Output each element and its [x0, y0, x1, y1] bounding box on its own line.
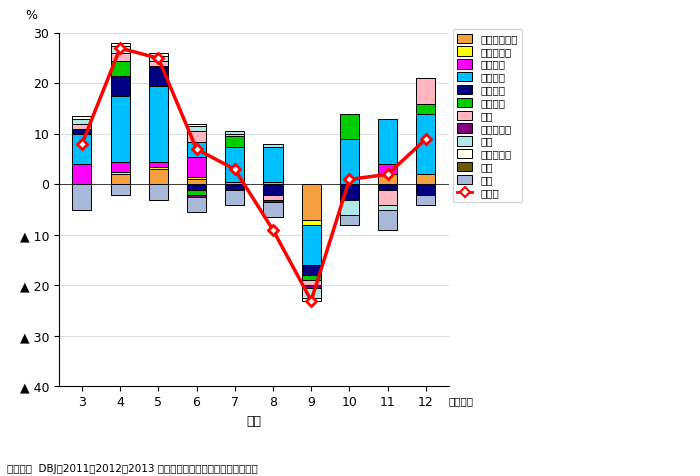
X-axis label: 年度: 年度: [246, 415, 261, 427]
Bar: [340, 185, 359, 199]
Bar: [416, 79, 435, 104]
Bar: [378, 174, 397, 185]
Bar: [187, 131, 206, 141]
Bar: [187, 124, 206, 127]
Bar: [111, 96, 130, 162]
Bar: [263, 195, 283, 199]
Bar: [111, 43, 130, 46]
Legend: その他製造業, 輸送用機械, 電気機械, 一般機械, 金属製品, 非鉄金属, 鉄鋼, 窯業・土石, 化学, 紙・パルプ, 繊維, 食品, 増減率: その他製造業, 輸送用機械, 電気機械, 一般機械, 金属製品, 非鉄金属, 鉄…: [453, 30, 522, 202]
Bar: [111, 46, 130, 53]
Bar: [187, 157, 206, 177]
Bar: [225, 147, 244, 182]
Bar: [340, 114, 359, 139]
Bar: [225, 131, 244, 134]
Bar: [302, 185, 321, 220]
Bar: [72, 129, 92, 134]
Bar: [187, 197, 206, 212]
Bar: [263, 182, 283, 185]
Bar: [302, 288, 321, 298]
Bar: [416, 174, 435, 185]
Bar: [187, 185, 206, 189]
Bar: [111, 61, 130, 76]
Bar: [378, 205, 397, 210]
Bar: [225, 134, 244, 137]
Bar: [416, 114, 435, 174]
Y-axis label: %: %: [26, 10, 38, 22]
Bar: [225, 182, 244, 185]
Bar: [149, 169, 168, 185]
Bar: [187, 177, 206, 179]
Bar: [111, 172, 130, 174]
Bar: [302, 220, 321, 225]
Bar: [149, 56, 168, 61]
Bar: [187, 141, 206, 157]
Bar: [72, 134, 92, 164]
Bar: [187, 189, 206, 195]
Bar: [72, 185, 92, 210]
Bar: [111, 76, 130, 96]
Bar: [149, 53, 168, 56]
Bar: [378, 185, 397, 189]
Bar: [111, 53, 130, 61]
Bar: [416, 195, 435, 205]
Bar: [302, 225, 321, 265]
Bar: [149, 66, 168, 86]
Bar: [149, 86, 168, 162]
Bar: [263, 144, 283, 147]
Bar: [302, 298, 321, 300]
Bar: [187, 127, 206, 131]
Bar: [225, 137, 244, 147]
Bar: [149, 61, 168, 66]
Bar: [225, 189, 244, 205]
Bar: [111, 162, 130, 172]
Bar: [225, 185, 244, 189]
Bar: [111, 174, 130, 185]
Bar: [302, 275, 321, 280]
Bar: [263, 199, 283, 202]
Bar: [187, 179, 206, 185]
Bar: [302, 286, 321, 288]
Bar: [263, 147, 283, 182]
Bar: [340, 215, 359, 225]
Bar: [72, 116, 92, 119]
Bar: [72, 119, 92, 124]
Bar: [149, 185, 168, 199]
Bar: [263, 185, 283, 195]
Bar: [149, 162, 168, 167]
Bar: [72, 164, 92, 185]
Bar: [340, 139, 359, 185]
Bar: [378, 189, 397, 205]
Bar: [378, 119, 397, 164]
Bar: [111, 185, 130, 195]
Bar: [416, 104, 435, 114]
Bar: [378, 210, 397, 230]
Bar: [378, 164, 397, 174]
Bar: [302, 265, 321, 275]
Bar: [340, 199, 359, 215]
Bar: [302, 280, 321, 286]
Bar: [263, 202, 283, 217]
Text: （出所）  DBJ「2011・2012・2013 年度　北陸地方設備投資動向調査」: （出所） DBJ「2011・2012・2013 年度 北陸地方設備投資動向調査」: [7, 464, 258, 474]
Bar: [72, 124, 92, 129]
Bar: [416, 185, 435, 195]
Bar: [187, 195, 206, 197]
Text: （計画）: （計画）: [449, 397, 474, 407]
Bar: [149, 167, 168, 169]
